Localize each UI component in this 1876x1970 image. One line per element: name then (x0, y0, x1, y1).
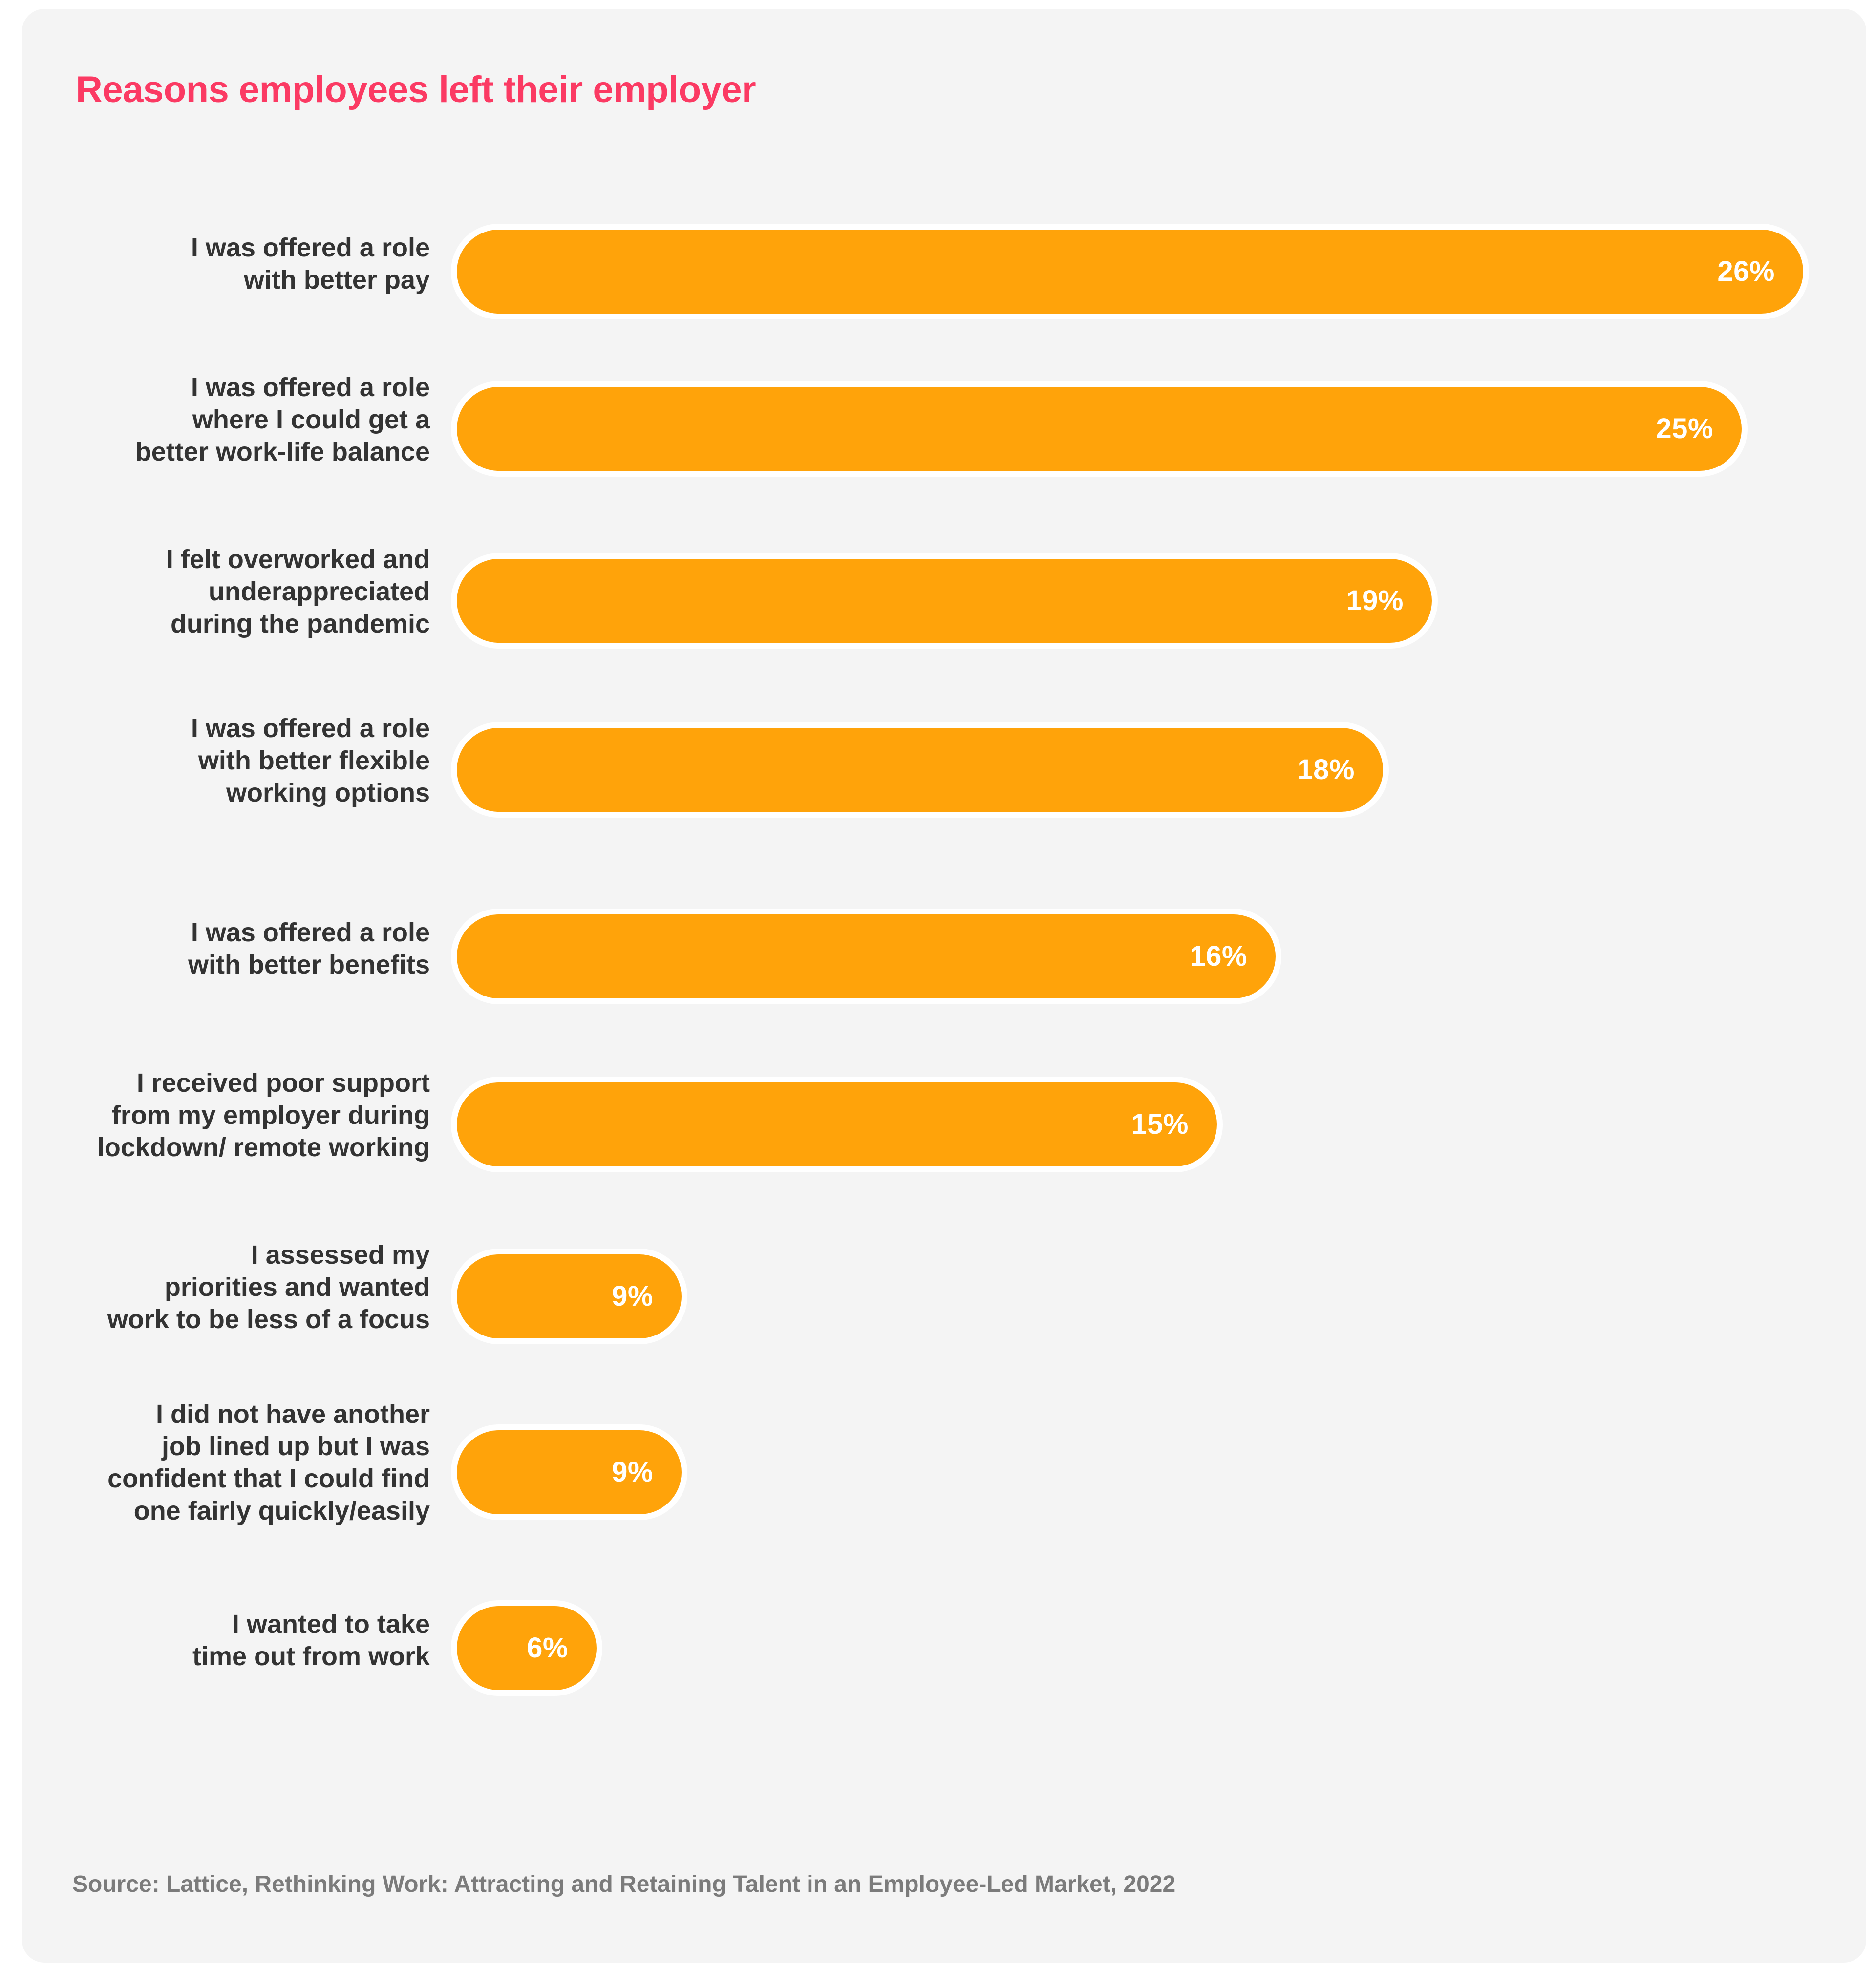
bar-row: I was offered a role with better flexibl… (0, 714, 1876, 812)
bar-row: I was offered a role with better pay 26% (0, 230, 1876, 314)
bar-value-label: 15% (1131, 1108, 1189, 1140)
bar-track: 18% (457, 728, 1383, 812)
bar[interactable]: 6% (457, 1606, 597, 1690)
bar-category-label: I assessed my priorities and wanted work… (107, 1240, 430, 1334)
page-title: Reasons employees left their employer (76, 69, 756, 110)
bar-value-label: 18% (1297, 754, 1355, 785)
bar-value-label: 19% (1346, 585, 1404, 616)
bar-row: I assessed my priorities and wanted work… (0, 1240, 1876, 1338)
bar[interactable]: 26% (457, 230, 1803, 314)
bar-row: I felt overworked and underappreciated d… (0, 545, 1876, 643)
bar-track: 15% (457, 1082, 1217, 1166)
bar[interactable]: 16% (457, 914, 1276, 998)
bar-category-label: I wanted to take time out from work (192, 1610, 430, 1671)
bar-track: 9% (457, 1254, 682, 1338)
source-note: Source: Lattice, Rethinking Work: Attrac… (72, 1871, 1176, 1897)
bar-track: 16% (457, 914, 1276, 998)
bar-row: I was offered a role where I could get a… (0, 373, 1876, 471)
bar-track: 26% (457, 230, 1803, 314)
bar-track: 19% (457, 559, 1432, 643)
bar-value-label: 9% (612, 1280, 653, 1312)
bar-value-label: 26% (1717, 255, 1775, 287)
bar-value-label: 6% (527, 1632, 568, 1664)
bar[interactable]: 9% (457, 1254, 682, 1338)
bar-row: I received poor support from my employer… (0, 1068, 1876, 1166)
bar[interactable]: 25% (457, 387, 1742, 471)
bar-category-label: I was offered a role with better benefit… (188, 918, 430, 979)
bar-track: 9% (457, 1430, 682, 1514)
bar-row: I was offered a role with better benefit… (0, 914, 1876, 998)
bar-value-label: 9% (612, 1456, 653, 1488)
bar[interactable]: 18% (457, 728, 1383, 812)
bar-category-label: I received poor support from my employer… (97, 1068, 430, 1162)
bar-category-label: I was offered a role where I could get a… (135, 373, 430, 466)
bar-category-label: I did not have another job lined up but … (107, 1399, 430, 1525)
bar-row: I wanted to take time out from work 6% (0, 1606, 1876, 1690)
bar-row: I did not have another job lined up but … (0, 1399, 1876, 1525)
bar-value-label: 25% (1656, 413, 1713, 445)
bar-value-label: 16% (1190, 940, 1247, 972)
bar-track: 6% (457, 1606, 597, 1690)
bar[interactable]: 15% (457, 1082, 1217, 1166)
bar-track: 25% (457, 387, 1742, 471)
bar[interactable]: 9% (457, 1430, 682, 1514)
bar[interactable]: 19% (457, 559, 1432, 643)
bar-category-label: I was offered a role with better pay (191, 233, 430, 295)
bar-category-label: I felt overworked and underappreciated d… (166, 545, 430, 638)
bar-category-label: I was offered a role with better flexibl… (191, 714, 430, 807)
